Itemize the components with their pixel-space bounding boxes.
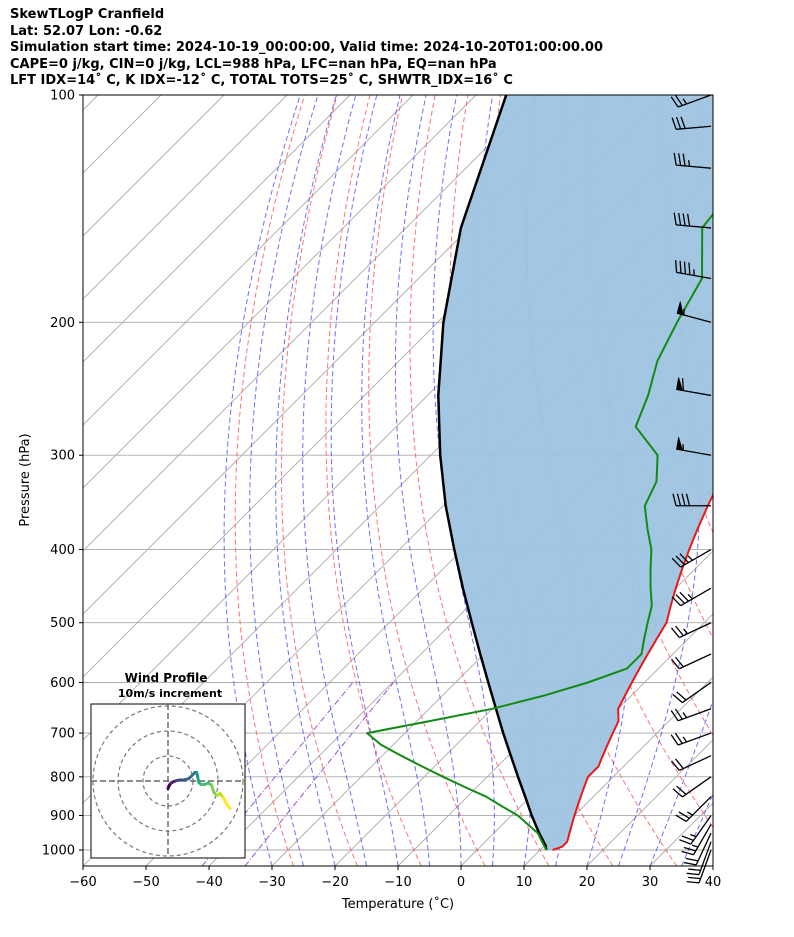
x-tick-label: 20 xyxy=(579,875,596,890)
cape-line: CAPE=0 j/kg, CIN=0 j/kg, LCL=988 hPa, LF… xyxy=(10,56,497,72)
y-tick-label: 1000 xyxy=(42,844,75,859)
hodograph-segment xyxy=(225,803,232,810)
isotherm-line xyxy=(83,95,540,552)
moist-adiabat-line xyxy=(712,864,713,866)
y-tick-label: 600 xyxy=(50,676,75,691)
y-tick-label: 800 xyxy=(50,770,75,785)
wind-barb xyxy=(676,377,712,397)
x-axis-label: Temperature (˚C) xyxy=(341,896,454,912)
dry-adiabat-line xyxy=(368,95,486,866)
moist-adiabat-line xyxy=(649,699,713,866)
wind-barb xyxy=(670,732,712,746)
x-tick-label: −50 xyxy=(132,875,159,890)
wind-barb xyxy=(676,301,712,323)
wind-barb xyxy=(671,116,712,130)
time-line: Simulation start time: 2024-10-19_00:00:… xyxy=(10,40,603,55)
moist-adiabat-line xyxy=(330,95,399,866)
hodograph-subtitle: 10m/s increment xyxy=(118,687,222,700)
mixing-ratio-line xyxy=(244,682,394,866)
isotherm-line xyxy=(523,676,713,866)
hodograph-plot xyxy=(91,704,245,858)
hodograph-title: Wind Profile xyxy=(125,671,208,685)
moist-adiabat-line xyxy=(394,95,462,866)
wind-barb xyxy=(673,152,712,169)
dry-adiabat-line xyxy=(409,95,550,866)
x-tick-label: −10 xyxy=(384,875,411,890)
isotherm-line xyxy=(83,95,477,489)
moist-adiabat-line xyxy=(745,95,794,866)
moist-adiabat-line xyxy=(618,95,700,866)
x-tick-label: −40 xyxy=(195,875,222,890)
wind-barb xyxy=(675,796,712,823)
wind-barb xyxy=(670,708,712,722)
y-tick-label: 400 xyxy=(50,543,75,558)
plot-area xyxy=(83,95,794,866)
dry-adiabat-line xyxy=(234,95,306,866)
parcel-profile-line xyxy=(437,95,548,851)
cin-area xyxy=(438,95,713,850)
y-tick-label: 200 xyxy=(50,316,75,331)
x-tick-label: 30 xyxy=(642,875,659,890)
dry-adiabat-line xyxy=(281,95,358,866)
wind-barb xyxy=(670,622,712,639)
y-tick-label: 300 xyxy=(50,449,75,464)
chart-title: SkewTLogP Cranfield xyxy=(10,7,165,22)
wind-barb xyxy=(686,841,712,876)
wind-barb xyxy=(670,653,712,670)
isotherm-line xyxy=(83,95,414,426)
x-tick-label: −30 xyxy=(258,875,285,890)
wind-barb xyxy=(670,94,712,108)
moist-adiabat-line xyxy=(275,95,337,866)
y-tick-label: 100 xyxy=(50,89,75,104)
wind-barb xyxy=(672,776,712,798)
x-tick-label: 10 xyxy=(516,875,533,890)
x-tick-label: −20 xyxy=(321,875,348,890)
moist-adiabat-line xyxy=(302,95,367,866)
isotherm-line xyxy=(83,95,351,363)
dry-adiabat-line xyxy=(761,95,794,866)
moist-adiabat-line xyxy=(681,792,713,866)
wind-barb xyxy=(679,815,712,845)
wind-barb xyxy=(671,587,712,607)
wind-barb xyxy=(673,212,712,229)
x-axis-ticks: −60 −50 −40 −30 −20 −10 0 10 20 30 40 xyxy=(69,866,721,890)
temperature-line xyxy=(552,492,713,851)
isotherm-line xyxy=(83,95,288,300)
dewpoint-line xyxy=(366,212,713,851)
y-tick-label: 900 xyxy=(50,809,75,824)
wind-barb xyxy=(683,832,712,866)
wind-barb xyxy=(675,260,712,280)
wind-barb xyxy=(676,437,712,456)
mixing-ratio-lines xyxy=(201,682,394,866)
wind-barb xyxy=(670,755,712,772)
wind-barb xyxy=(672,681,712,704)
moist-adiabat-line xyxy=(432,95,495,866)
index-line: LFT IDX=14˚ C, K IDX=-12˚ C, TOTAL TOTS=… xyxy=(10,73,513,88)
x-tick-label: 40 xyxy=(705,875,722,890)
cape-cin-shading xyxy=(438,95,713,850)
location-line: Lat: 52.07 Lon: -0.62 xyxy=(10,23,163,39)
y-tick-label: 500 xyxy=(50,616,75,631)
wind-barb xyxy=(681,824,712,856)
isotherm-line xyxy=(712,865,713,866)
y-axis-ticks: 100 200 300 400 500 600 700 800 900 1000 xyxy=(42,89,83,859)
mixing-ratio-line xyxy=(201,682,354,866)
isotherm-line xyxy=(334,487,713,866)
wind-barb xyxy=(671,548,712,568)
dry-adiabat-line xyxy=(325,95,422,866)
y-axis-label: Pressure (hPa) xyxy=(18,433,33,526)
hodograph-inset: Wind Profile 10m/s increment xyxy=(90,671,246,859)
x-tick-label: −60 xyxy=(69,875,96,890)
chart-header: SkewTLogP Cranfield Lat: 52.07 Lon: -0.6… xyxy=(10,7,603,90)
y-tick-label: 700 xyxy=(50,727,75,742)
x-tick-label: 0 xyxy=(457,875,465,890)
dry-adiabat-line xyxy=(729,95,794,866)
profiles xyxy=(366,95,713,851)
isotherm-line xyxy=(83,95,225,237)
moist-adiabat-line xyxy=(249,95,319,866)
moist-adiabat-line xyxy=(361,95,430,866)
wind-barb xyxy=(672,493,711,507)
moist-adiabat-line xyxy=(223,95,301,866)
